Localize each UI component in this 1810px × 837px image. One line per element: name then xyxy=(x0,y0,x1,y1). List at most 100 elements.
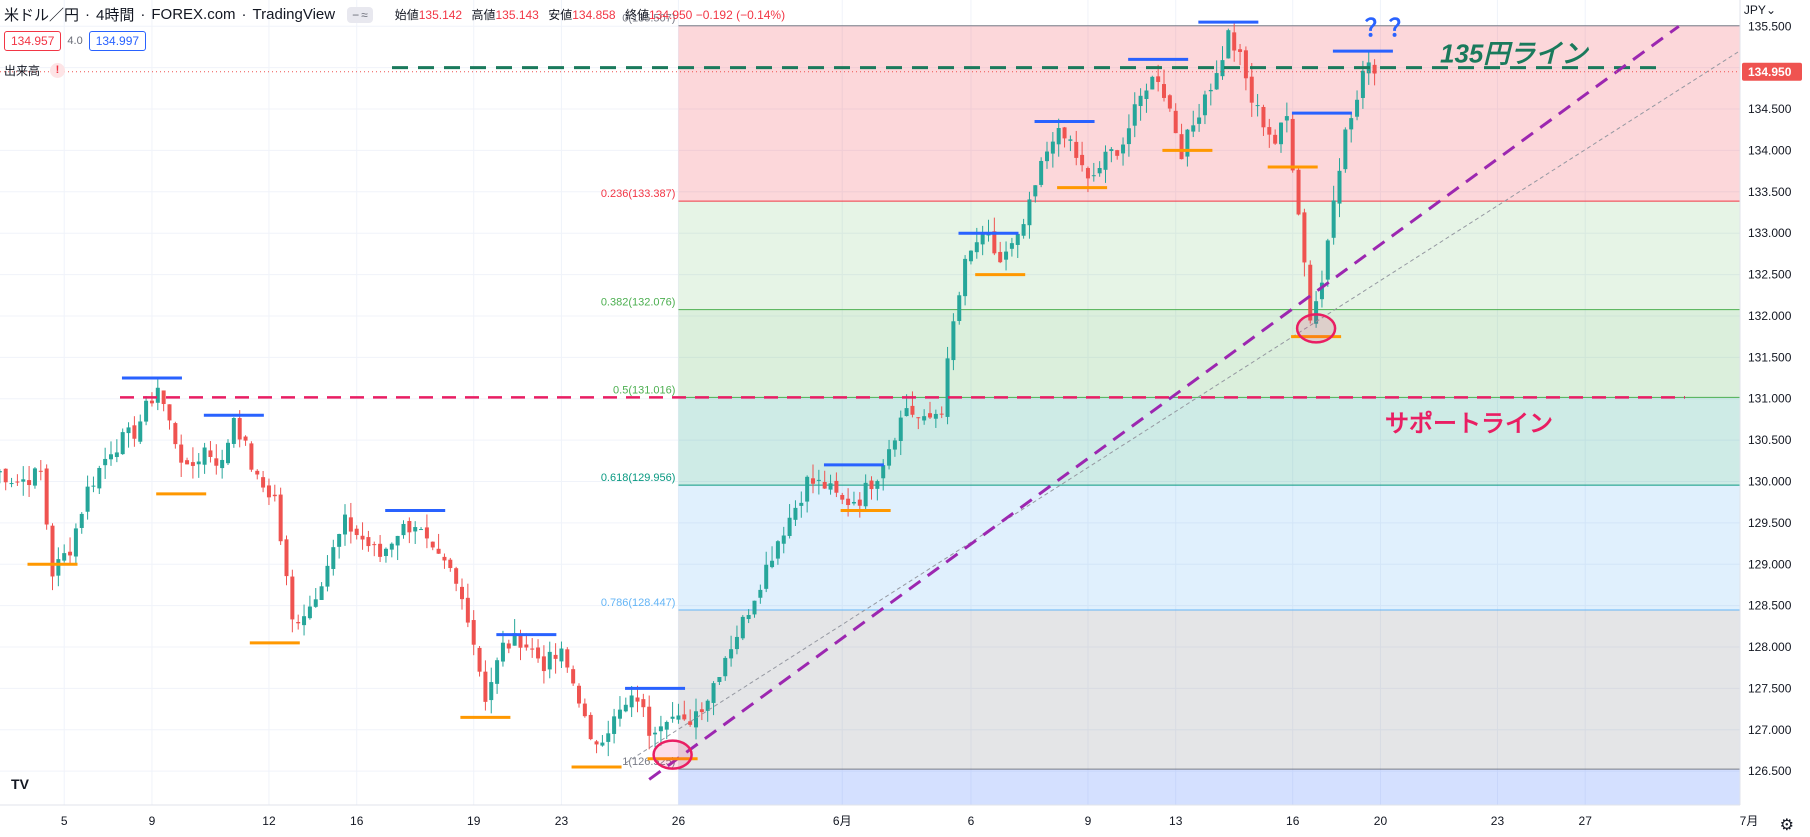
candle-body xyxy=(904,408,909,417)
candle-body xyxy=(506,643,511,649)
candle-body xyxy=(226,442,230,464)
price-tick-label: 127.000 xyxy=(1748,723,1792,737)
candle-body xyxy=(0,471,2,473)
candle-body xyxy=(974,242,979,253)
candle-body xyxy=(471,620,476,645)
chart-style-toggle[interactable]: − ≈ xyxy=(347,6,373,23)
time-tick-label: 20 xyxy=(1374,814,1388,828)
candle-body xyxy=(167,404,172,421)
candle-body xyxy=(1191,125,1196,132)
candle-body xyxy=(764,564,769,589)
candle-body xyxy=(1197,117,1202,124)
candle-body xyxy=(109,454,113,460)
fib-level-label: 0.236(133.387) xyxy=(601,188,676,200)
candle-body xyxy=(79,513,84,528)
candle-body xyxy=(413,527,418,532)
candle-body xyxy=(939,413,944,415)
candle-body xyxy=(524,644,529,648)
fib-level-label: 0(135.507) xyxy=(622,13,675,25)
candle-body xyxy=(922,416,927,421)
candle-body xyxy=(881,465,886,479)
candle-body xyxy=(670,716,675,719)
last-price-tag xyxy=(1742,62,1802,81)
candle-body xyxy=(237,418,242,440)
candle-body xyxy=(448,559,453,569)
candle-body xyxy=(565,649,570,668)
gear-icon[interactable]: ⚙ xyxy=(1779,817,1794,834)
time-tick-label: 26 xyxy=(672,814,686,828)
candle-body xyxy=(898,417,903,441)
price-tick-label: 134.500 xyxy=(1748,102,1792,116)
symbol-name[interactable]: 米ドル／円 xyxy=(4,7,80,24)
time-axis xyxy=(0,805,1810,837)
candle-body xyxy=(606,733,611,742)
candle-body xyxy=(1314,301,1319,324)
candle-body xyxy=(91,485,96,487)
dot-separator: · xyxy=(85,6,91,23)
candle-body xyxy=(460,586,464,600)
candle-body xyxy=(383,548,388,557)
fib-level-label: 0.618(129.956) xyxy=(601,472,676,484)
candle-body xyxy=(635,697,640,702)
candle-body xyxy=(1121,144,1126,154)
candle-body xyxy=(73,528,78,557)
high-value: 135.143 xyxy=(495,8,539,22)
candle-body xyxy=(512,633,517,646)
candle-body xyxy=(1360,70,1365,98)
candle-body xyxy=(653,732,658,735)
candle-body xyxy=(372,544,377,546)
candle-body xyxy=(1021,224,1026,236)
candle-body xyxy=(401,523,406,536)
candle-body xyxy=(1179,134,1184,160)
question-marks: ？？ xyxy=(1365,15,1413,42)
volume-legend[interactable]: 出来高 ! xyxy=(4,62,66,79)
change-value: −0.192 (−0.14%) xyxy=(695,8,786,22)
candle-body xyxy=(196,461,201,465)
candle-body xyxy=(957,295,962,321)
interval-label[interactable]: 4時間 xyxy=(96,7,135,24)
candle-body xyxy=(144,400,149,422)
candle-body xyxy=(442,556,447,561)
fib-zone xyxy=(678,397,1779,486)
currency-selector[interactable]: JPY⌄ xyxy=(1744,3,1776,17)
candle-body xyxy=(828,483,833,490)
candle-body xyxy=(986,234,991,236)
candle-body xyxy=(553,654,558,659)
candle-body xyxy=(419,529,424,531)
warning-icon[interactable]: ! xyxy=(50,63,66,78)
candle-body xyxy=(214,458,219,466)
candle-body xyxy=(1302,212,1307,263)
candle-body xyxy=(3,468,8,483)
price-tick-label: 131.000 xyxy=(1748,392,1792,406)
candle-body xyxy=(15,481,20,483)
sell-button[interactable]: 134.957 xyxy=(4,31,62,51)
candle-body xyxy=(1279,122,1283,145)
candle-body xyxy=(851,501,856,504)
time-tick-label: 5 xyxy=(61,814,68,828)
candle-body xyxy=(495,660,500,684)
circle-highlight xyxy=(1295,313,1337,344)
price-tick-label: 135.500 xyxy=(1748,19,1792,33)
candle-body xyxy=(489,682,494,701)
candle-body xyxy=(1009,243,1014,249)
time-tick-label: 9 xyxy=(149,814,156,828)
candle-body xyxy=(1208,89,1213,92)
candle-body xyxy=(284,539,289,577)
candle-body xyxy=(799,502,804,506)
candle-body xyxy=(676,715,681,720)
candle-body xyxy=(1109,149,1114,152)
candle-body xyxy=(1232,32,1237,51)
tradingview-logo-icon[interactable]: TV xyxy=(11,776,29,792)
candle-body xyxy=(208,450,213,457)
price-tick-label: 127.500 xyxy=(1748,681,1792,695)
buy-button[interactable]: 134.997 xyxy=(88,31,147,51)
fib-zone xyxy=(678,309,1779,398)
candle-body xyxy=(916,417,921,419)
candle-body xyxy=(1091,175,1096,177)
candle-body xyxy=(190,462,195,466)
candle-body xyxy=(699,709,704,713)
candle-body xyxy=(682,714,687,720)
candle-body xyxy=(1045,151,1049,162)
candle-body xyxy=(1015,233,1020,245)
